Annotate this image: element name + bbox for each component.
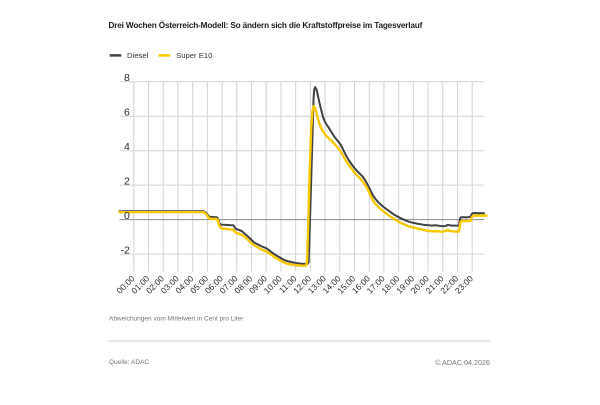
svg-text:8: 8 [124, 72, 130, 84]
svg-text:© ADAC 04.2026: © ADAC 04.2026 [435, 358, 490, 367]
svg-text:4: 4 [124, 141, 130, 153]
svg-text:2: 2 [124, 175, 130, 187]
svg-text:Abweichungen vom Mittelwert in: Abweichungen vom Mittelwert in Cent pro … [109, 316, 244, 323]
svg-text:Diesel: Diesel [127, 51, 149, 60]
svg-text:-2: -2 [120, 244, 129, 256]
svg-text:Quelle: ADAC: Quelle: ADAC [109, 359, 149, 366]
svg-text:6: 6 [124, 106, 130, 118]
svg-text:0: 0 [124, 210, 130, 222]
svg-text:Drei Wochen Österreich-Modell:: Drei Wochen Österreich-Modell: So ändern… [109, 20, 423, 30]
svg-text:Super E10: Super E10 [176, 51, 212, 60]
